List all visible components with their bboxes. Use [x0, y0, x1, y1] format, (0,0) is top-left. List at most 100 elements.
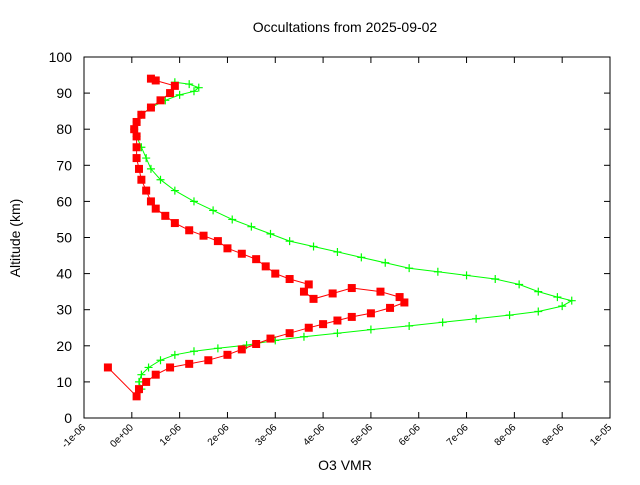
data-point-1-50	[156, 96, 165, 105]
data-point-1-28	[271, 269, 280, 278]
data-point-0-28	[357, 253, 366, 262]
data-point-0-50	[194, 83, 203, 92]
data-point-0-10	[299, 332, 308, 341]
data-point-1-42	[134, 164, 143, 173]
data-point-0-24	[462, 271, 471, 280]
data-point-1-25	[299, 287, 308, 296]
data-point-0-38	[156, 175, 165, 184]
data-point-1-38	[151, 204, 160, 213]
data-point-1-18	[386, 303, 395, 312]
data-point-1-34	[199, 231, 208, 240]
data-point-0-3	[144, 363, 153, 372]
data-point-0-30	[309, 242, 318, 251]
data-point-0-18	[558, 302, 567, 311]
y-tick-label-9: 90	[56, 85, 72, 101]
data-point-0-2	[137, 370, 146, 379]
data-point-1-2	[134, 385, 143, 394]
data-point-1-15	[333, 316, 342, 325]
x-tick-label-9: 8e-06	[493, 422, 519, 448]
data-point-0-25	[433, 267, 442, 276]
data-point-0-23	[491, 275, 500, 284]
x-tick-label-0: -1e-06	[60, 422, 89, 451]
data-point-1-52	[170, 81, 179, 90]
data-point-0-20	[553, 293, 562, 302]
y-axis-label: Altitude (km)	[7, 199, 23, 278]
series-0	[130, 78, 576, 394]
data-point-0-27	[381, 258, 390, 267]
data-point-1-35	[185, 226, 194, 235]
data-point-0-6	[189, 347, 198, 356]
data-point-0-36	[189, 197, 198, 206]
data-point-0-31	[285, 237, 294, 246]
data-point-0-5	[170, 350, 179, 359]
data-point-0-1	[134, 377, 143, 386]
data-point-1-13	[304, 323, 313, 332]
data-point-1-12	[285, 329, 294, 338]
data-point-0-15	[472, 314, 481, 323]
data-point-0-7	[213, 344, 222, 353]
data-point-1-36	[170, 219, 179, 228]
data-point-0-51	[185, 80, 194, 89]
x-tick-label-5: 4e-06	[301, 422, 327, 448]
data-point-1-8	[223, 350, 232, 359]
data-point-1-37	[161, 211, 170, 220]
data-point-1-39	[146, 197, 155, 206]
y-tick-label-1: 10	[56, 374, 72, 390]
data-point-1-16	[347, 312, 356, 321]
data-point-1-4	[151, 370, 160, 379]
data-point-1-19	[400, 298, 409, 307]
y-tick-label-8: 80	[56, 121, 72, 137]
chart-title: Occultations from 2025-09-02	[253, 19, 438, 35]
data-point-1-46	[130, 125, 139, 134]
x-axis-label: O3 VMR	[318, 457, 372, 473]
data-point-0-12	[366, 325, 375, 334]
data-point-0-17	[534, 307, 543, 316]
data-point-1-53	[151, 76, 160, 85]
data-point-1-26	[304, 280, 313, 289]
x-tick-label-11: 1e-05	[588, 422, 614, 448]
data-point-1-54	[146, 74, 155, 83]
data-point-1-49	[146, 103, 155, 112]
y-tick-label-6: 60	[56, 193, 72, 209]
data-point-1-21	[376, 287, 385, 296]
data-point-0-49	[189, 87, 198, 96]
data-point-1-33	[213, 237, 222, 246]
series-line-1	[107, 78, 406, 398]
x-tick-label-8: 7e-06	[445, 422, 471, 448]
data-point-1-9	[237, 345, 246, 354]
data-point-1-40	[142, 186, 151, 195]
data-point-0-40	[142, 154, 151, 163]
data-point-0-11	[333, 329, 342, 338]
data-point-1-48	[137, 110, 146, 119]
y-tick-label-7: 70	[56, 157, 72, 173]
data-point-1-45	[132, 132, 141, 141]
y-tick-label-4: 40	[56, 266, 72, 282]
data-point-0-21	[534, 287, 543, 296]
data-point-1-14	[319, 320, 328, 329]
y-tick-label-5: 50	[56, 230, 72, 246]
x-tick-label-10: 9e-06	[540, 422, 566, 448]
data-point-0-16	[505, 311, 514, 320]
data-point-1-29	[261, 262, 270, 271]
data-point-1-30	[252, 255, 261, 264]
x-tick-label-4: 3e-06	[254, 422, 280, 448]
series-1	[103, 74, 409, 401]
data-point-1-5	[166, 363, 175, 372]
data-point-0-14	[438, 318, 447, 327]
y-tick-label-0: 0	[64, 410, 72, 426]
x-tick-label-1: 0e+00	[108, 422, 136, 450]
data-point-0-29	[333, 247, 342, 256]
data-point-0-37	[170, 186, 179, 195]
data-point-0-33	[247, 222, 256, 231]
data-point-0-34	[228, 215, 237, 224]
data-point-1-23	[328, 289, 337, 298]
x-tick-label-3: 2e-06	[206, 422, 232, 448]
data-point-1-27	[285, 275, 294, 284]
data-point-1-1	[132, 392, 141, 401]
x-tick-label-7: 6e-06	[397, 422, 423, 448]
data-point-1-32	[223, 244, 232, 253]
data-point-1-11	[266, 334, 275, 343]
plot-border	[83, 56, 611, 419]
